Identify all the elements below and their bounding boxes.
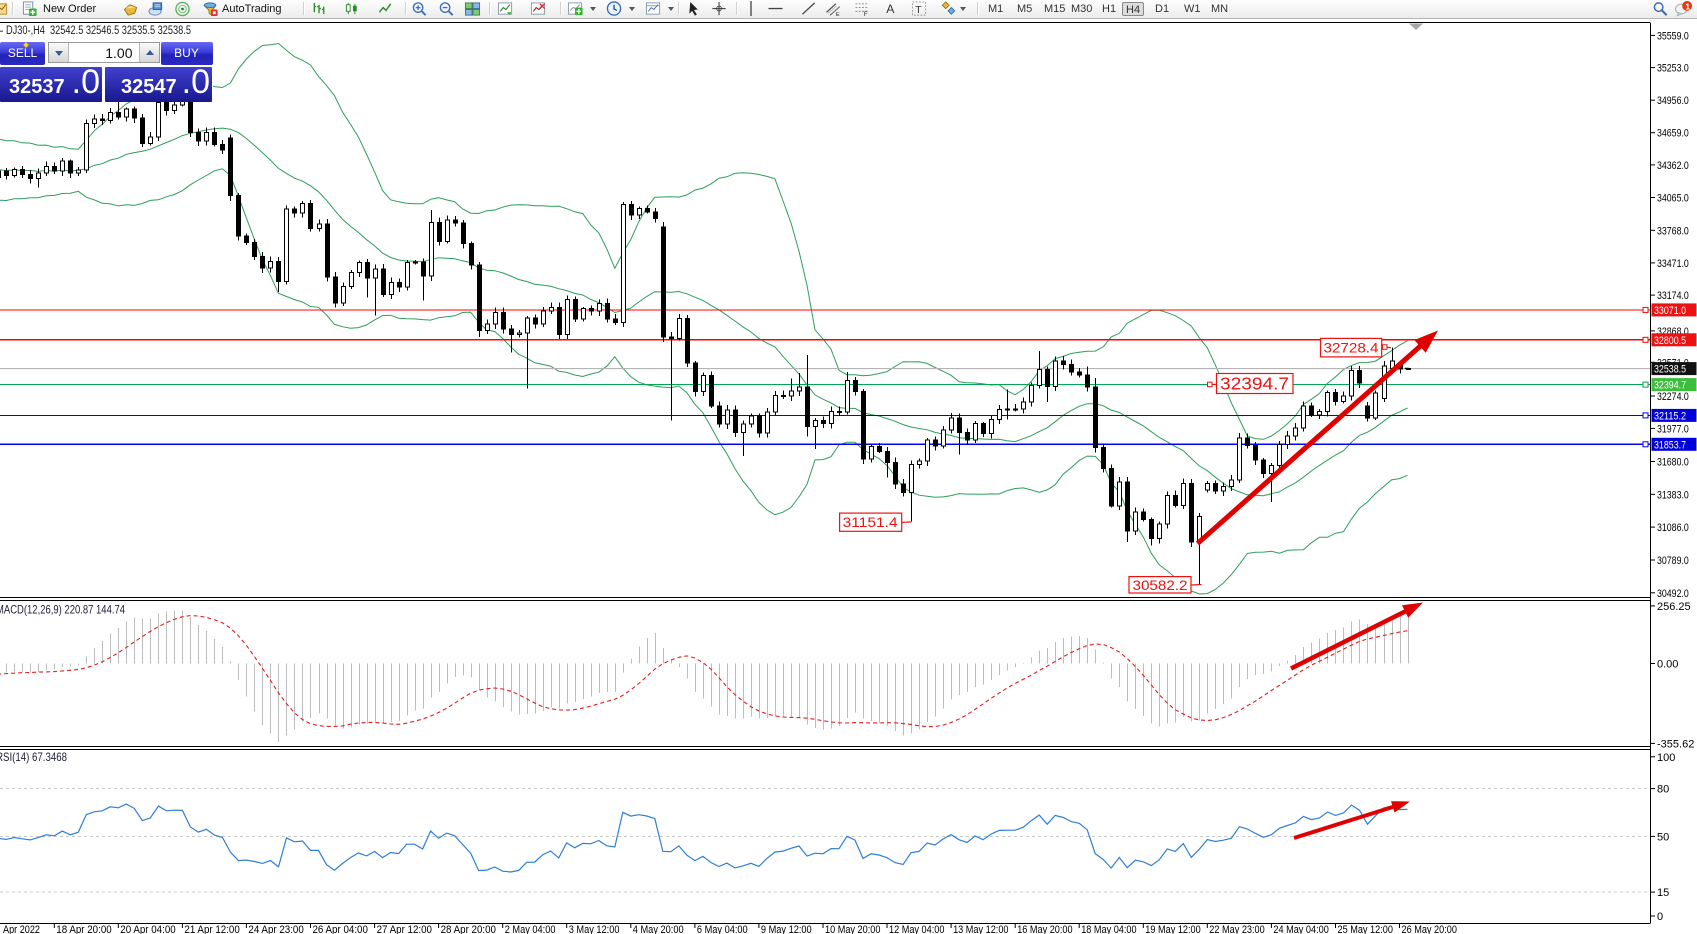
svg-text:12 May 04:00: 12 May 04:00 [889,924,944,934]
svg-text:30582.2: 30582.2 [1133,577,1188,593]
svg-text:24 Apr 23:00: 24 Apr 23:00 [248,924,303,934]
svg-text:256.25: 256.25 [1657,601,1691,613]
svg-text:18 Apr 20:00: 18 Apr 20:00 [56,924,111,934]
svg-text:22 May 23:00: 22 May 23:00 [1209,924,1264,934]
svg-text:26 May 20:00: 26 May 20:00 [1402,924,1457,934]
svg-text:31853.7: 31853.7 [1654,439,1686,451]
svg-text:33471.0: 33471.0 [1657,258,1689,270]
svg-text:31383.0: 31383.0 [1657,489,1689,501]
svg-text:18 May 04:00: 18 May 04:00 [1081,924,1136,934]
svg-text:2 May 04:00: 2 May 04:00 [505,924,556,934]
svg-text:50: 50 [1657,831,1669,843]
svg-text:31977.0: 31977.0 [1657,423,1689,435]
svg-text:32394.7: 32394.7 [1654,380,1686,392]
svg-text:28 Apr 20:00: 28 Apr 20:00 [441,924,496,934]
svg-text:31086.0: 31086.0 [1657,522,1689,534]
svg-text:80: 80 [1657,784,1669,796]
svg-text:3 May 12:00: 3 May 12:00 [569,924,620,934]
svg-text:32538.5: 32538.5 [1654,364,1686,376]
svg-text:27 Apr 12:00: 27 Apr 12:00 [377,924,432,934]
svg-text:33768.0: 33768.0 [1657,225,1689,237]
svg-text:34065.0: 34065.0 [1657,193,1689,205]
svg-text:RSI(14) 67.3468: RSI(14) 67.3468 [0,750,67,764]
svg-text:33174.0: 33174.0 [1657,290,1689,302]
svg-text:DJ30-,H4 32542.5 32546.5 3253: DJ30-,H4 32542.5 32546.5 32535.5 32538.5 [6,25,191,37]
svg-text:35253.0: 35253.0 [1657,63,1689,75]
svg-text:19 May 12:00: 19 May 12:00 [1145,924,1200,934]
svg-text:32115.2: 32115.2 [1654,410,1686,422]
svg-text:MACD(12,26,9) 220.87 144.74: MACD(12,26,9) 220.87 144.74 [0,603,125,617]
svg-text:0.00: 0.00 [1657,659,1678,671]
svg-text:32274.0: 32274.0 [1657,391,1689,403]
svg-text:13 May 12:00: 13 May 12:00 [953,924,1008,934]
svg-text:9 May 12:00: 9 May 12:00 [761,924,812,934]
svg-text:31151.4: 31151.4 [843,514,898,530]
svg-text:Apr 2022: Apr 2022 [3,924,40,934]
svg-text:4 May 20:00: 4 May 20:00 [633,924,684,934]
svg-text:34659.0: 34659.0 [1657,128,1689,140]
svg-text:20 Apr 04:00: 20 Apr 04:00 [120,924,175,934]
svg-text:6 May 04:00: 6 May 04:00 [697,924,748,934]
svg-text:F: F [864,11,868,17]
svg-text:15: 15 [1657,887,1669,899]
svg-text:10 May 20:00: 10 May 20:00 [825,924,880,934]
svg-text:31680.0: 31680.0 [1657,457,1689,469]
svg-text:30492.0: 30492.0 [1657,588,1689,600]
svg-text:E: E [836,12,840,17]
svg-text:24 May 04:00: 24 May 04:00 [1273,924,1328,934]
svg-text:25 May 12:00: 25 May 12:00 [1338,924,1393,934]
svg-text:0: 0 [1657,911,1663,923]
svg-text:32394.7: 32394.7 [1220,374,1289,394]
svg-text:32728.4: 32728.4 [1324,340,1379,356]
svg-text:16 May 20:00: 16 May 20:00 [1017,924,1072,934]
svg-text:34956.0: 34956.0 [1657,95,1689,107]
svg-text:26 Apr 04:00: 26 Apr 04:00 [313,924,368,934]
svg-text:34362.0: 34362.0 [1657,160,1689,172]
svg-text:1: 1 [1685,1,1690,11]
svg-text:A: A [886,2,895,16]
svg-text:33071.0: 33071.0 [1654,305,1686,317]
svg-text:100: 100 [1657,752,1675,764]
svg-text:32800.5: 32800.5 [1654,335,1686,347]
svg-text:35559.0: 35559.0 [1657,30,1689,42]
svg-text:-355.62: -355.62 [1657,738,1694,750]
svg-text:T: T [915,5,922,16]
svg-text:21 Apr 12:00: 21 Apr 12:00 [184,924,239,934]
svg-text:30789.0: 30789.0 [1657,555,1689,567]
